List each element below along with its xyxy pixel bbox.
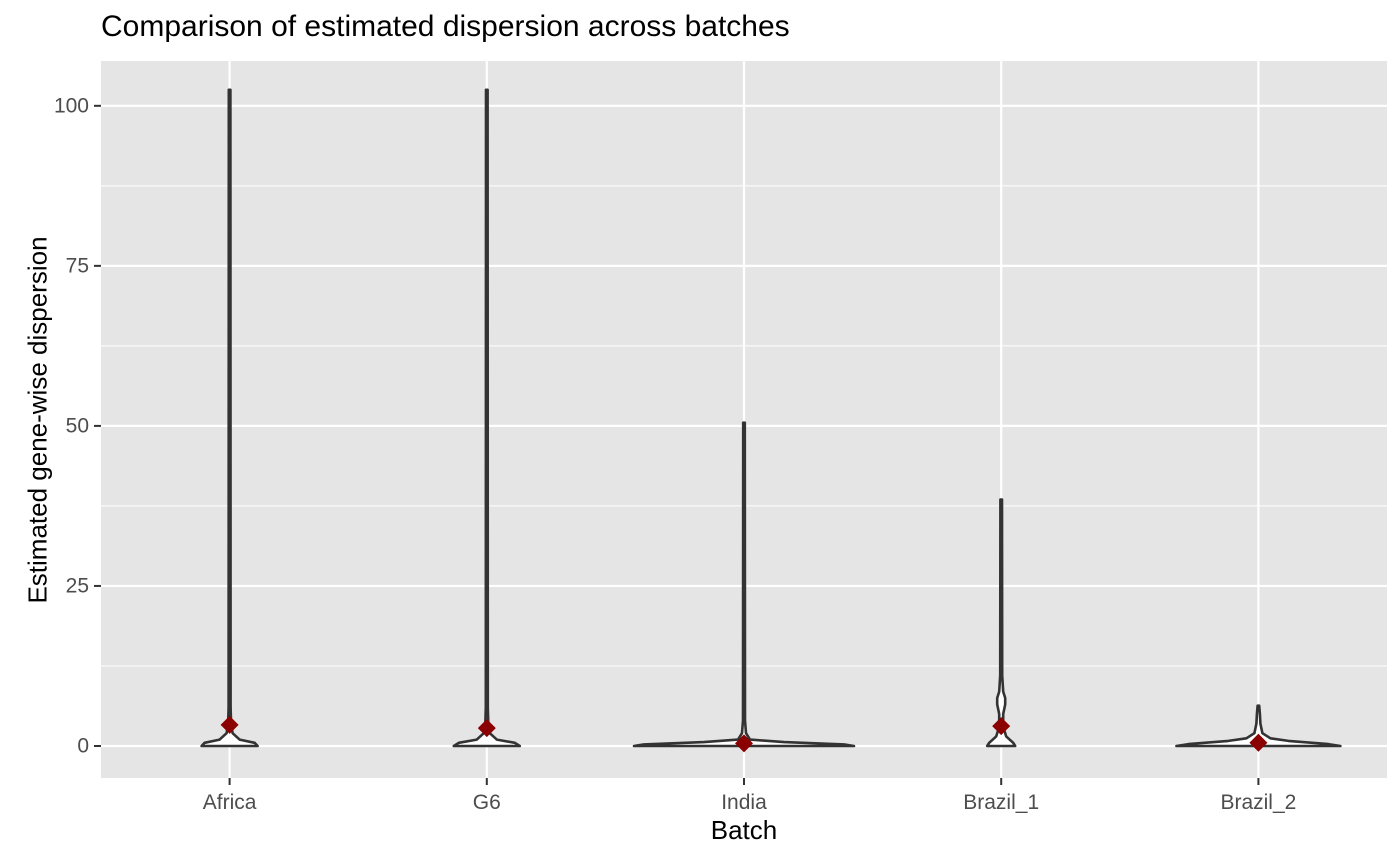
mean-marker-Brazil_1 xyxy=(992,717,1011,736)
mean-marker-Africa xyxy=(220,715,239,734)
violin-Africa xyxy=(200,88,259,748)
x-tick-label: Brazil_2 xyxy=(1220,791,1296,814)
violin-G6 xyxy=(452,88,522,748)
x-tick-label: India xyxy=(721,791,767,814)
mean-marker-India xyxy=(735,734,753,753)
mean-marker-Brazil_2 xyxy=(1249,733,1268,752)
x-axis-label: Batch xyxy=(710,815,778,845)
violin-India xyxy=(632,421,856,748)
x-tick-label: Africa xyxy=(203,791,257,814)
y-tick-label: 0 xyxy=(77,734,89,757)
y-tick-label: 100 xyxy=(54,94,89,117)
x-tick-label: G6 xyxy=(473,791,501,814)
mean-marker-G6 xyxy=(477,719,496,738)
violin-Brazil_2 xyxy=(1175,704,1342,748)
chart-title: Comparison of estimated dispersion acros… xyxy=(101,10,790,43)
y-tick-label: 25 xyxy=(66,574,89,597)
y-tick-label: 75 xyxy=(66,254,89,277)
y-tick-label: 50 xyxy=(66,414,89,437)
x-tick-label: Brazil_1 xyxy=(963,791,1039,814)
